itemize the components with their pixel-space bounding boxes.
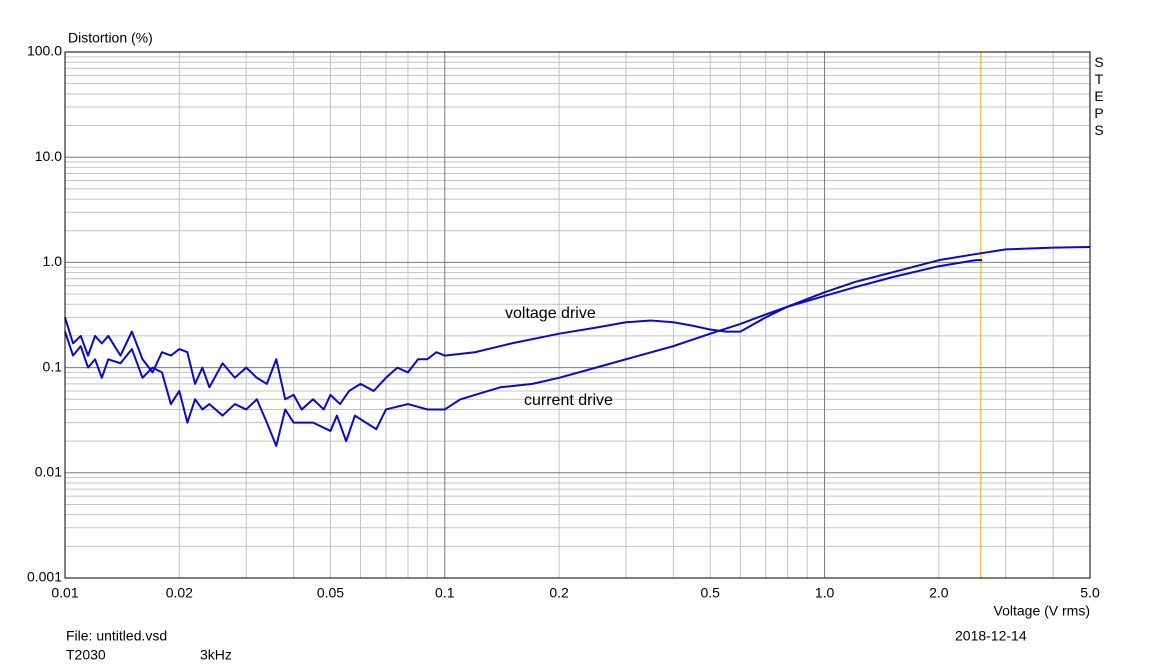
annotation: voltage drive [505,305,596,322]
x-tick-label: 2.0 [929,585,949,601]
x-tick-label: 5.0 [1080,585,1100,601]
footer-model: T2030 [66,647,106,663]
y-axis-label: Distortion (%) [68,30,153,46]
footer-file: File: untitled.vsd [66,628,167,644]
x-tick-label: 0.01 [51,585,78,601]
x-axis-label: Voltage (V rms) [994,603,1090,619]
x-tick-label: 0.05 [317,585,344,601]
y-tick-label: 100.0 [27,43,62,59]
side-label: STEPS [1091,54,1107,139]
x-tick-label: 0.5 [700,585,720,601]
footer-frequency: 3kHz [200,647,232,663]
x-tick-label: 0.2 [549,585,569,601]
grid [64,51,1091,579]
annotation: current drive [524,392,613,409]
data-line [64,259,983,447]
y-tick-label: 10.0 [35,148,62,164]
data-line [64,246,1091,411]
x-tick-label: 0.02 [166,585,193,601]
footer-date: 2018-12-14 [955,628,1027,644]
y-tick-label: 0.01 [35,464,62,480]
plot [64,52,1091,578]
x-tick-label: 0.1 [435,585,455,601]
y-tick-label: 0.001 [27,569,62,585]
x-tick-label: 1.0 [815,585,835,601]
plot-frame [64,51,1091,579]
y-tick-label: 1.0 [43,253,63,269]
y-tick-label: 0.1 [43,358,63,374]
